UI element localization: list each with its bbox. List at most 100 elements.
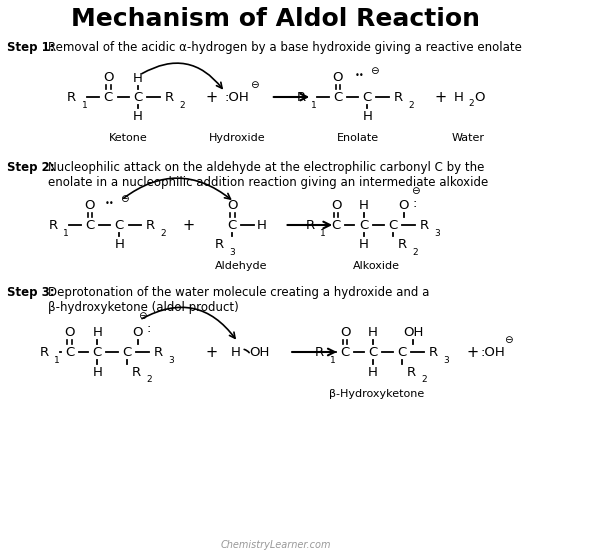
Text: O: O: [133, 325, 143, 339]
Text: R: R: [429, 345, 438, 359]
Text: 1: 1: [311, 100, 317, 110]
Text: H: H: [133, 110, 143, 123]
Text: R: R: [40, 345, 49, 359]
Text: R: R: [419, 218, 428, 232]
Text: 1: 1: [329, 355, 335, 364]
Text: 3: 3: [443, 355, 449, 364]
Text: C: C: [122, 345, 131, 359]
Text: O: O: [85, 198, 95, 212]
Text: H: H: [257, 218, 266, 232]
Text: +: +: [205, 344, 217, 359]
Text: Aldehyde: Aldehyde: [215, 261, 268, 271]
Text: :OH: :OH: [481, 345, 505, 359]
Text: β-Hydroxyketone: β-Hydroxyketone: [329, 389, 424, 399]
Text: :OH: :OH: [224, 90, 249, 104]
Text: C: C: [65, 345, 74, 359]
Text: 2: 2: [146, 375, 152, 384]
Text: R: R: [394, 90, 403, 104]
Text: ⊖: ⊖: [504, 335, 513, 345]
Text: 1: 1: [54, 355, 60, 364]
Text: H: H: [359, 237, 368, 251]
Text: 1: 1: [64, 228, 69, 237]
Text: O: O: [227, 198, 238, 212]
Text: O: O: [474, 90, 484, 104]
Text: H: H: [359, 198, 368, 212]
Text: Alkoxide: Alkoxide: [353, 261, 400, 271]
Text: 1: 1: [320, 228, 326, 237]
Text: 3: 3: [434, 228, 440, 237]
Text: R: R: [154, 345, 163, 359]
Text: Ketone: Ketone: [109, 133, 148, 143]
Text: :: :: [413, 197, 417, 209]
Text: +: +: [434, 90, 447, 105]
Text: R: R: [49, 218, 58, 232]
Text: H: H: [133, 71, 143, 85]
Text: ⊖: ⊖: [370, 66, 379, 76]
Text: Step 3:: Step 3:: [7, 286, 55, 299]
Text: ⊖: ⊖: [138, 311, 146, 321]
Text: R: R: [215, 237, 224, 251]
Text: ⊖: ⊖: [121, 194, 129, 204]
Text: ⊖: ⊖: [410, 186, 419, 196]
Text: H: H: [362, 110, 372, 123]
Text: H: H: [231, 345, 241, 359]
Text: C: C: [333, 90, 343, 104]
Text: ••: ••: [355, 71, 365, 80]
Text: R: R: [315, 345, 324, 359]
Text: OH: OH: [403, 325, 424, 339]
Text: H: H: [115, 237, 124, 251]
Text: Step 2:: Step 2:: [7, 160, 55, 173]
Text: O: O: [340, 325, 350, 339]
Text: 3: 3: [168, 355, 174, 364]
Text: ChemistryLearner.com: ChemistryLearner.com: [220, 540, 331, 550]
Text: C: C: [85, 218, 95, 232]
Text: ⊖: ⊖: [250, 80, 259, 90]
Text: C: C: [397, 345, 407, 359]
Text: β-hydroxyketone (aldol product): β-hydroxyketone (aldol product): [48, 300, 238, 314]
Text: R: R: [398, 237, 407, 251]
Text: 1: 1: [82, 100, 88, 110]
Text: Water: Water: [452, 133, 485, 143]
Text: 3: 3: [230, 247, 235, 257]
Text: R: R: [296, 90, 305, 104]
Text: +: +: [182, 217, 194, 232]
Text: 2: 2: [409, 100, 414, 110]
Text: Removal of the acidic α-hydrogen by a base hydroxide giving a reactive enolate: Removal of the acidic α-hydrogen by a ba…: [48, 41, 521, 53]
Text: R: R: [131, 365, 140, 379]
Text: +: +: [467, 344, 479, 359]
Text: enolate in a nucleophilic addition reaction giving an intermediate alkoxide: enolate in a nucleophilic addition react…: [48, 175, 488, 188]
Text: 2: 2: [421, 375, 427, 384]
Text: 2: 2: [412, 247, 418, 257]
Text: C: C: [362, 90, 372, 104]
Text: R: R: [407, 365, 416, 379]
Text: H: H: [454, 90, 464, 104]
Text: 2: 2: [468, 99, 474, 108]
Text: Enolate: Enolate: [337, 133, 379, 143]
Text: Deprotonation of the water molecule creating a hydroxide and a: Deprotonation of the water molecule crea…: [48, 286, 429, 299]
Text: :: :: [146, 321, 151, 335]
Text: O: O: [65, 325, 75, 339]
Text: O: O: [332, 71, 343, 84]
Text: Step 1:: Step 1:: [7, 41, 55, 53]
Text: Hydroxide: Hydroxide: [209, 133, 265, 143]
Text: C: C: [359, 218, 368, 232]
Text: C: C: [115, 218, 124, 232]
Text: 2: 2: [161, 228, 166, 237]
Text: C: C: [331, 218, 341, 232]
Text: C: C: [368, 345, 377, 359]
Text: R: R: [146, 218, 155, 232]
Text: C: C: [92, 345, 102, 359]
Text: Nucleophilic attack on the aldehyde at the electrophilic carbonyl C by the: Nucleophilic attack on the aldehyde at t…: [48, 160, 484, 173]
Text: ••: ••: [104, 198, 114, 208]
Text: H: H: [368, 325, 377, 339]
Text: Mechanism of Aldol Reaction: Mechanism of Aldol Reaction: [71, 7, 480, 31]
Text: R: R: [164, 90, 173, 104]
Text: 2: 2: [179, 100, 185, 110]
Text: C: C: [341, 345, 350, 359]
Text: O: O: [331, 198, 341, 212]
Text: H: H: [92, 325, 102, 339]
Text: R: R: [67, 90, 76, 104]
Text: O: O: [398, 198, 409, 212]
Text: +: +: [205, 90, 217, 105]
Text: C: C: [388, 218, 398, 232]
